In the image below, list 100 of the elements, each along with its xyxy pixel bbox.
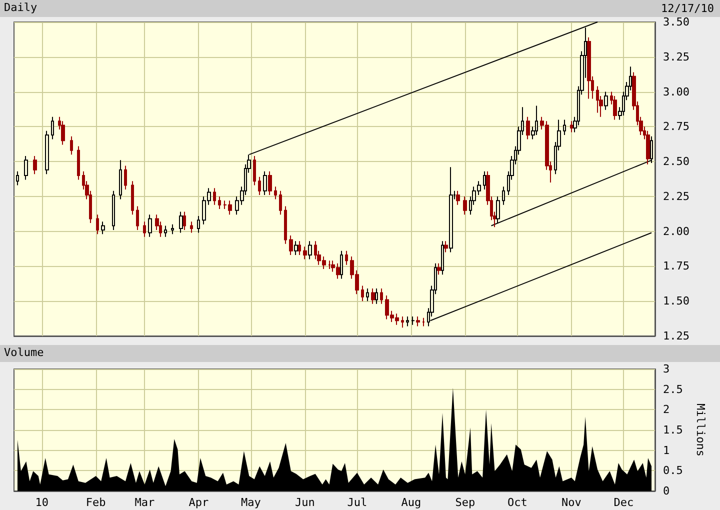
candlestick (148, 214, 152, 238)
candlestick (411, 316, 415, 326)
candlestick (441, 240, 444, 276)
candlestick (284, 206, 287, 244)
candlestick (328, 260, 331, 270)
candlestick (131, 180, 134, 216)
y-tick-label: 1.5 (663, 424, 683, 436)
y-tick-label: 1.75 (663, 260, 690, 273)
candlestick (77, 146, 80, 180)
candlestick (303, 246, 307, 260)
chart-title: Daily (4, 1, 38, 14)
candlestick (279, 190, 282, 216)
candlestick (213, 188, 216, 206)
candlestick (422, 317, 425, 327)
x-tick-label: Mar (134, 496, 155, 509)
candlestick (24, 155, 28, 180)
candlestick (289, 235, 293, 256)
candlestick (380, 288, 383, 304)
candlestick (294, 240, 298, 256)
candlestick (16, 170, 19, 186)
x-tick-label: Nov (561, 496, 582, 509)
candlestick (101, 221, 105, 235)
candlestick (463, 196, 467, 216)
candlestick (361, 285, 364, 302)
candlestick (45, 130, 49, 175)
x-tick-label: 10 (35, 496, 48, 509)
y-tick-label: 2.75 (663, 120, 690, 134)
y-tick-label: 1.50 (663, 294, 690, 308)
candlestick (444, 240, 448, 253)
candlestick (143, 221, 146, 238)
candlestick (308, 240, 312, 260)
candlestick (258, 176, 261, 196)
candlestick (437, 262, 441, 276)
candlestick (401, 316, 404, 328)
x-tick-label: Apr (188, 496, 209, 509)
y-tick-label: 1 (663, 444, 670, 457)
candlestick (604, 91, 608, 110)
y-tick-label: 0 (663, 484, 670, 498)
candlestick (70, 136, 73, 156)
candlestick (371, 288, 375, 304)
candlestick (483, 170, 486, 190)
y-tick-label: 1.25 (663, 330, 690, 342)
candlestick (535, 105, 538, 136)
candlestick (274, 186, 277, 200)
candlestick (268, 170, 272, 196)
candlestick (33, 155, 37, 175)
candlestick (164, 225, 167, 238)
y-tick-label: 3.25 (663, 50, 690, 64)
y-tick-label: 2.5 (663, 382, 683, 396)
x-tick-label: Oct (507, 496, 528, 509)
candlestick (253, 155, 256, 186)
x-tick-label: May (240, 496, 262, 509)
y-tick-label: 2.50 (663, 155, 690, 168)
x-tick-label: Aug (401, 496, 422, 509)
candlestick (96, 214, 99, 235)
candlestick (171, 224, 174, 235)
candlestick (496, 196, 500, 224)
candlestick (51, 116, 54, 140)
candlestick (587, 36, 591, 100)
candlestick (218, 196, 221, 210)
candlestick (526, 116, 530, 140)
y-tick-label: 3.50 (663, 16, 690, 28)
candlestick (197, 215, 200, 234)
y-tick-label: 2.25 (663, 190, 690, 203)
candlestick (416, 316, 420, 327)
candlestick (502, 186, 505, 206)
candlestick (340, 250, 343, 280)
x-tick-label: Jul (347, 496, 368, 509)
candlestick (563, 119, 566, 136)
candlestick (179, 211, 183, 234)
candlestick (449, 166, 453, 253)
y-tick-label: 3 (663, 362, 670, 376)
y-tick-label: 0.5 (663, 464, 683, 478)
candlestick (570, 120, 573, 133)
candlestick (596, 86, 599, 114)
candlestick (61, 120, 65, 146)
candlestick (183, 211, 186, 230)
candlestick (136, 206, 139, 230)
chart-title: Volume (4, 346, 44, 359)
candlestick (298, 240, 301, 256)
x-tick-label: Dec (614, 496, 634, 509)
candlestick (646, 130, 650, 165)
candlestick (345, 250, 348, 266)
candlestick (119, 160, 122, 200)
y-tick-label: 3.00 (663, 85, 690, 98)
y-tick-label: 2 (663, 403, 670, 416)
candlestick (406, 316, 409, 327)
candlestick (456, 190, 460, 206)
x-tick-label: Feb (86, 496, 106, 509)
candlestick (124, 165, 127, 190)
candlestick (613, 95, 617, 120)
candlestick (366, 288, 369, 302)
candlestick (112, 190, 115, 230)
candlestick (263, 170, 267, 196)
x-tick-label: Jun (294, 496, 315, 509)
y-axis-title: Millions (694, 404, 707, 456)
candlestick (375, 288, 378, 304)
y-tick-label: 2.00 (663, 224, 690, 238)
x-tick-label: Sep (455, 496, 476, 509)
candlestick (190, 221, 193, 234)
